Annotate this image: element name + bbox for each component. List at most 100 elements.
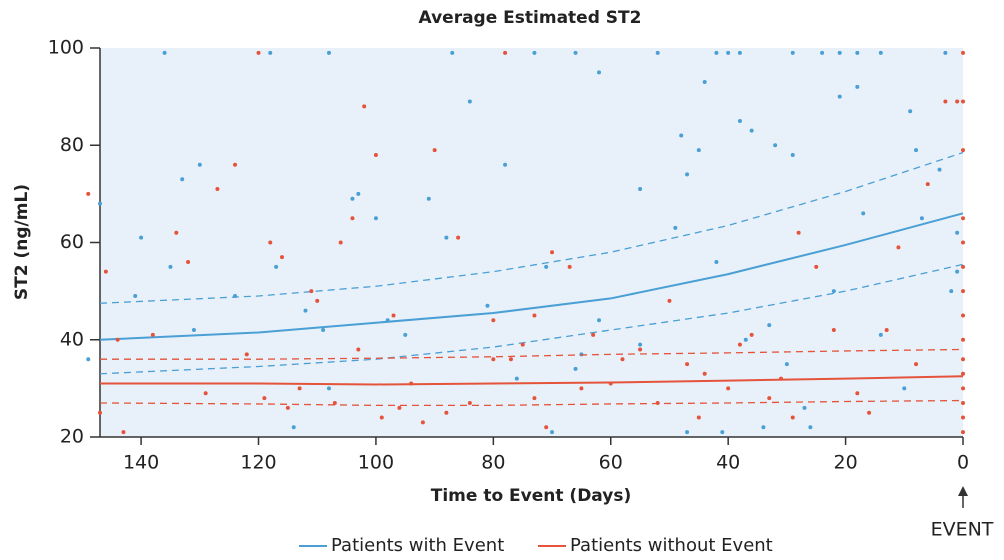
point: [338, 240, 343, 245]
point: [961, 289, 965, 294]
point: [902, 386, 907, 391]
point: [303, 308, 308, 313]
point: [491, 357, 496, 362]
point: [450, 50, 455, 55]
point: [597, 70, 602, 75]
y-tick-label: 20: [60, 426, 84, 448]
point: [98, 201, 102, 206]
point: [961, 240, 965, 245]
point: [714, 259, 719, 264]
point: [86, 357, 91, 362]
point: [638, 342, 643, 347]
point: [391, 313, 396, 318]
point: [667, 298, 672, 303]
point: [914, 362, 919, 367]
point: [808, 425, 813, 430]
point: [215, 187, 220, 192]
point: [914, 148, 919, 153]
point: [86, 191, 91, 196]
point: [350, 196, 355, 201]
point: [356, 191, 361, 196]
point: [403, 332, 408, 337]
point: [162, 50, 167, 55]
point: [326, 386, 331, 391]
x-tick-label: 20: [833, 452, 857, 474]
plot-background: [100, 48, 963, 437]
point: [961, 313, 965, 318]
point: [961, 386, 965, 391]
point: [961, 99, 965, 104]
point: [855, 50, 860, 55]
point: [503, 162, 508, 167]
point: [139, 235, 144, 240]
y-tick-label: 40: [60, 328, 84, 350]
point: [520, 342, 525, 347]
point: [532, 50, 537, 55]
point: [256, 50, 261, 55]
point: [274, 264, 279, 269]
point: [702, 80, 707, 85]
point: [726, 386, 731, 391]
point: [878, 332, 883, 337]
point: [174, 230, 179, 235]
point: [831, 289, 836, 294]
point: [532, 396, 537, 401]
point: [491, 318, 496, 323]
point: [696, 148, 701, 153]
point: [773, 143, 778, 148]
point: [685, 172, 690, 177]
point: [955, 230, 960, 235]
x-tick-label: 0: [957, 452, 969, 474]
point: [737, 342, 742, 347]
point: [121, 430, 126, 435]
y-tick-label: 80: [60, 134, 84, 156]
point: [356, 347, 361, 352]
point: [961, 415, 965, 420]
point: [820, 50, 825, 55]
point: [784, 362, 789, 367]
point: [550, 250, 555, 255]
point: [426, 196, 431, 201]
point: [567, 264, 572, 269]
point: [373, 152, 378, 157]
point: [790, 415, 795, 420]
point: [896, 245, 901, 250]
point: [544, 264, 549, 269]
point: [168, 264, 173, 269]
point: [444, 410, 449, 415]
x-tick-label: 120: [240, 452, 276, 474]
point: [326, 50, 331, 55]
point: [949, 289, 954, 294]
point: [180, 177, 185, 182]
upper-band: [99, 151, 964, 304]
point: [749, 332, 754, 337]
point: [878, 50, 883, 55]
x-tick-label: 140: [123, 452, 159, 474]
legend-label: Patients without Event: [570, 535, 773, 556]
lower-band: [99, 399, 964, 407]
event-arrowhead: [958, 486, 968, 496]
point: [884, 328, 889, 333]
point: [373, 216, 378, 221]
point: [532, 313, 537, 318]
point: [961, 430, 965, 435]
x-tick-label: 60: [599, 452, 623, 474]
point: [550, 430, 555, 435]
point: [291, 425, 296, 430]
point: [673, 225, 678, 230]
point: [444, 235, 449, 240]
point: [867, 410, 872, 415]
point: [702, 371, 707, 376]
point: [961, 264, 965, 269]
point: [420, 420, 425, 425]
event-annotation: EVENT: [931, 519, 994, 541]
point: [961, 148, 965, 153]
point: [638, 347, 643, 352]
point: [767, 396, 772, 401]
point: [790, 152, 795, 157]
point: [397, 405, 402, 410]
point: [961, 50, 965, 55]
point: [503, 50, 508, 55]
y-tick-label: 60: [60, 231, 84, 253]
